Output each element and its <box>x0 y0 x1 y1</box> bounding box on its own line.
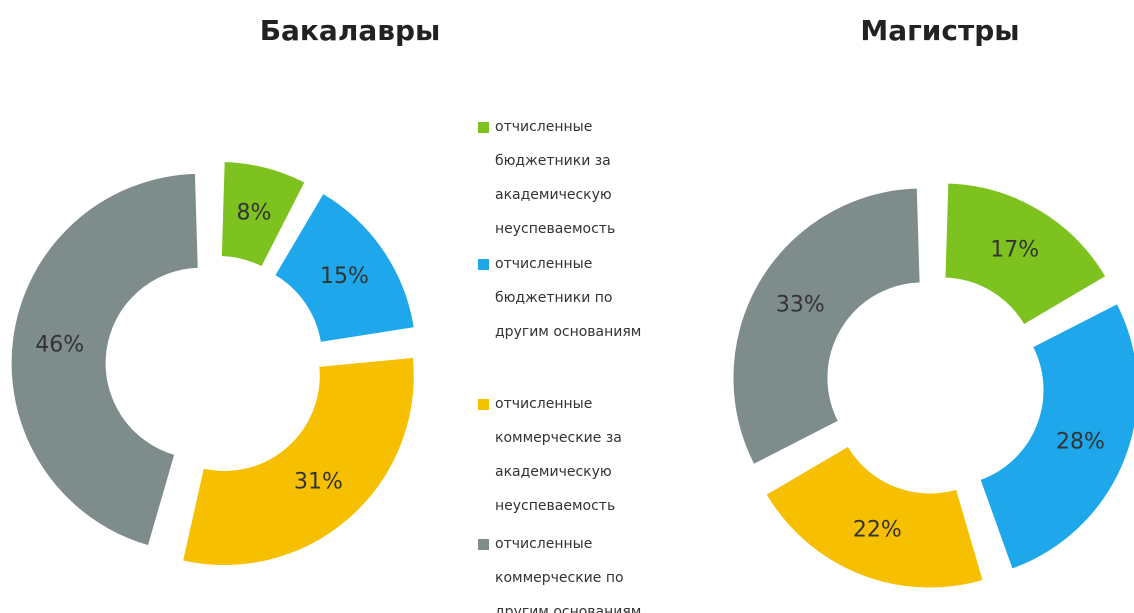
data-label: 8% <box>236 200 271 225</box>
legend-item: отчисленные коммерческие по другим основ… <box>478 527 668 613</box>
legend-swatch <box>478 121 489 133</box>
donut-segment <box>10 172 199 547</box>
donut-segment <box>979 302 1134 570</box>
legend-entry: отчисленные коммерческие за академическу… <box>478 387 668 523</box>
data-label: 17% <box>990 237 1039 262</box>
donut-segment <box>732 187 921 466</box>
chart-title: Магистры <box>860 14 1019 47</box>
chart-title: Бакалавры <box>260 14 441 47</box>
legend-swatch <box>478 258 489 270</box>
legend-label: отчисленные бюджетники за академическую … <box>495 119 616 237</box>
legend-item: отчисленные коммерческие за академическу… <box>478 387 668 523</box>
donut-segment <box>765 445 984 589</box>
legend-entry: отчисленные бюджетники по другим основан… <box>478 247 668 349</box>
legend-swatch <box>478 398 489 410</box>
data-label: 33% <box>776 292 825 317</box>
data-label: 22% <box>853 518 902 543</box>
donut-segment <box>944 182 1107 326</box>
legend-item: отчисленные бюджетники по другим основан… <box>478 247 668 349</box>
legend-entry: отчисленные коммерческие по другим основ… <box>478 527 668 613</box>
donut-segment <box>274 192 415 343</box>
data-label: 46% <box>35 332 84 357</box>
donut-segment <box>220 161 306 268</box>
data-label: 15% <box>320 264 369 289</box>
legend-label: отчисленные бюджетники по другим основан… <box>495 256 642 340</box>
legend-label: отчисленные коммерческие по другим основ… <box>495 536 642 613</box>
data-label: 31% <box>294 469 343 494</box>
legend-entry: отчисленные бюджетники за академическую … <box>478 110 668 246</box>
legend-label: отчисленные коммерческие за академическу… <box>495 396 622 514</box>
legend-swatch <box>478 538 489 550</box>
legend-item: отчисленные бюджетники за академическую … <box>478 110 668 246</box>
data-label: 28% <box>1056 430 1105 455</box>
donut-segment <box>181 356 415 566</box>
